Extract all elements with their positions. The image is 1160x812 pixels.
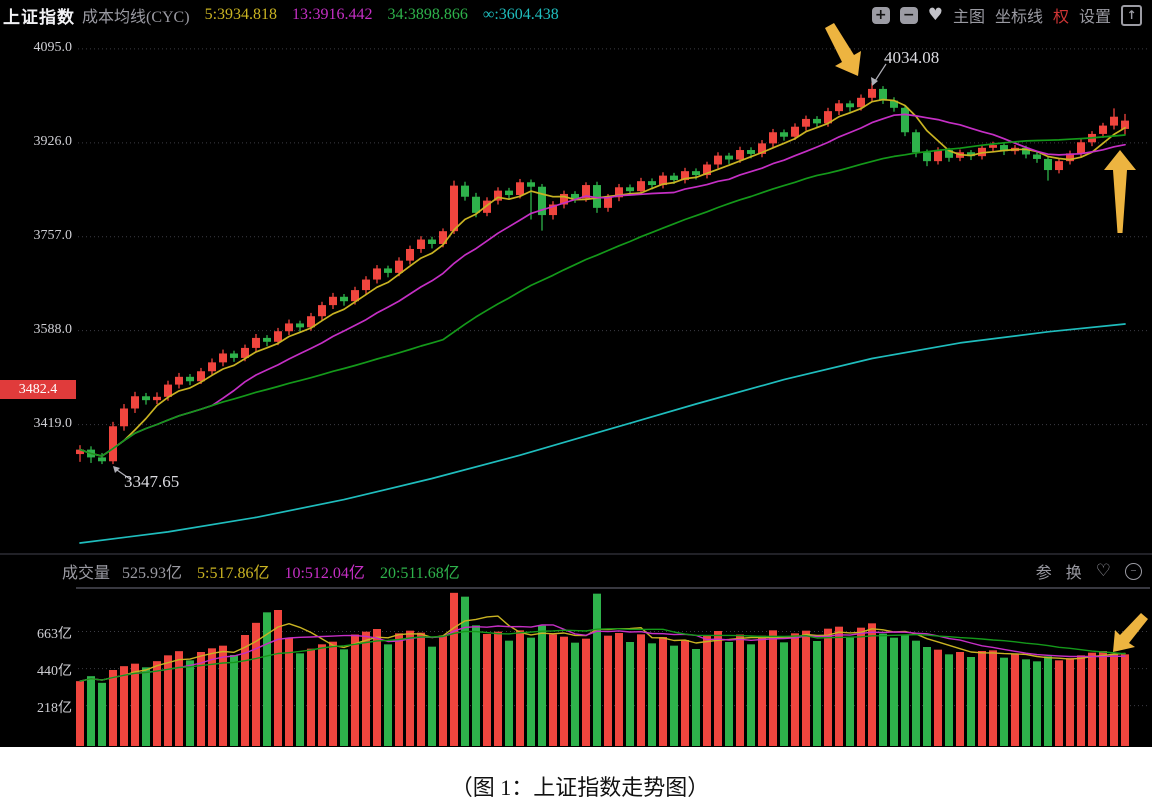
volume-tick-label: 663亿 (37, 626, 72, 642)
main-pane-header: 上证指数 成本均线(CYC) 5:3934.818 13:3916.442 34… (0, 0, 1152, 30)
volume-ma5-legend: 5:517.86亿 (197, 565, 270, 582)
price-tick-label: 3588.0 (33, 321, 73, 337)
price-tick-label: 4095.0 (33, 39, 73, 55)
price-tick-label: 3419.0 (33, 415, 73, 431)
favorite-heart-icon[interactable]: ♥ (927, 5, 943, 25)
stock-chart-window: 上证指数 成本均线(CYC) 5:3934.818 13:3916.442 34… (0, 0, 1152, 747)
chart-canvas[interactable] (0, 0, 1152, 747)
ma5-legend: 5:3934.818 (204, 6, 278, 23)
rights-adjust-button[interactable]: 权 (1052, 9, 1069, 26)
ma34-legend: 34:3898.866 (387, 6, 468, 23)
down-right-arrow-annotation (825, 23, 861, 76)
volume-pane-header: 成交量 525.93亿 5:517.86亿 10:512.04亿 20:511.… (0, 556, 1152, 586)
collapse-pane-icon[interactable]: − (1125, 562, 1142, 580)
ma13-legend: 13:3916.442 (292, 6, 373, 23)
up-arrow-annotation (1104, 150, 1136, 233)
ma-infinity-legend: ∞:3604.438 (482, 6, 559, 23)
indicator-name: 成本均线(CYC) (82, 9, 190, 26)
peak-annotation: 4034.08 (884, 48, 940, 67)
expand-arrow-button[interactable]: ↑ (1121, 4, 1142, 26)
indicator-params-button[interactable]: 参 (1035, 565, 1052, 582)
volume-current: 525.93亿 (122, 565, 183, 582)
settings-button[interactable]: 设置 (1078, 9, 1111, 26)
volume-title: 成交量 (62, 565, 111, 582)
zoom-out-button[interactable]: − (899, 6, 918, 24)
price-tick-label: 3926.0 (33, 133, 73, 149)
trough-annotation: 3347.65 (124, 472, 180, 491)
figure-caption: （图 1：上证指数走势图） (450, 775, 710, 800)
volume-tick-label: 440亿 (37, 663, 72, 679)
indicator-switch-button[interactable]: 换 (1065, 565, 1082, 582)
coordinate-menu[interactable]: 坐标线 (994, 9, 1043, 26)
price-tick-label: 3757.0 (33, 227, 73, 243)
volume-tick-label: 218亿 (37, 700, 72, 716)
symbol-name: 上证指数 (3, 7, 75, 27)
price-badge: 3482.4 (0, 380, 76, 399)
down-left-arrow-annotation (1113, 613, 1148, 652)
volume-ma10-legend: 10:512.04亿 (284, 565, 365, 582)
volume-ma20-legend: 20:511.68亿 (379, 565, 460, 582)
main-chart-menu[interactable]: 主图 (952, 9, 985, 26)
zoom-in-button[interactable]: + (871, 6, 890, 24)
favorite-outline-heart-icon[interactable]: ♡ (1095, 561, 1111, 581)
